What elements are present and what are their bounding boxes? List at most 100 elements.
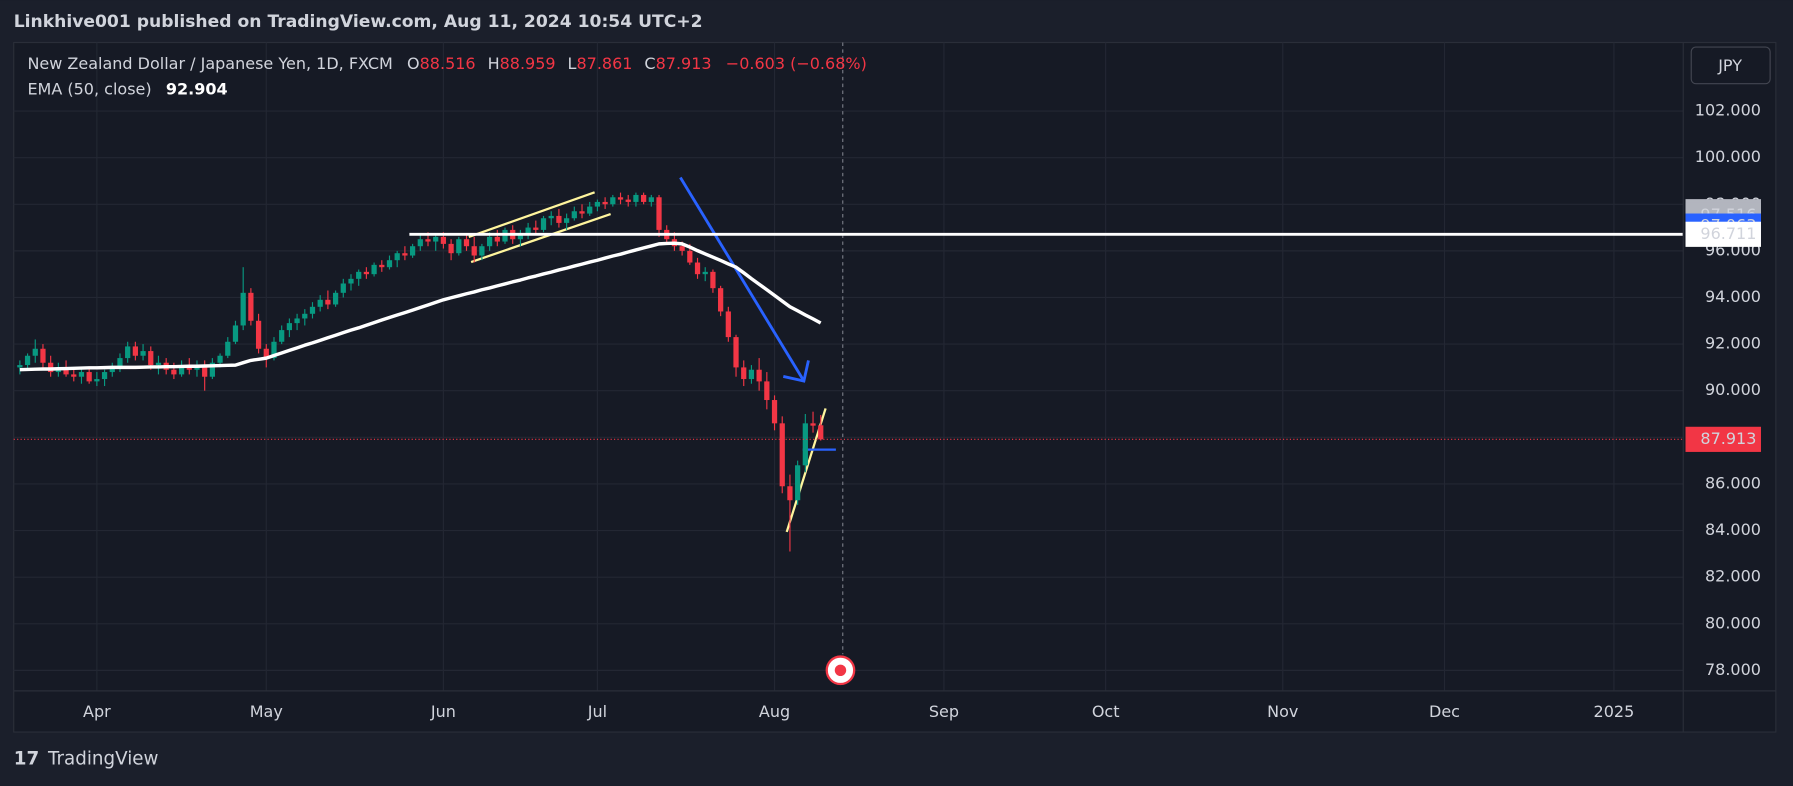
candle-body xyxy=(494,236,500,242)
candle-body xyxy=(687,250,693,263)
candle-body xyxy=(448,243,454,254)
x-tick-label: Apr xyxy=(83,702,111,721)
candle-body xyxy=(456,239,462,254)
axes: 78.00080.00082.00084.00086.00088.00090.0… xyxy=(83,101,1761,721)
candle-body xyxy=(648,197,654,202)
brand-name[interactable]: TradingView xyxy=(47,748,159,769)
legend-key: H xyxy=(488,54,500,73)
target-dot[interactable] xyxy=(834,664,847,677)
candle-body xyxy=(787,486,793,501)
candle-body xyxy=(317,299,323,307)
candle-body xyxy=(86,372,92,382)
candle-body xyxy=(140,351,146,356)
legend-value: 88.516 xyxy=(420,54,476,73)
channel-line xyxy=(470,212,611,264)
candle-body xyxy=(217,355,223,363)
candle-body xyxy=(155,362,162,366)
legend-key: L xyxy=(568,54,577,73)
candle-body xyxy=(625,199,631,202)
y-tick-label: 102.000 xyxy=(1695,101,1761,120)
candle-body xyxy=(402,253,408,256)
candle-body xyxy=(24,355,31,366)
candle-body xyxy=(587,206,593,214)
ema-line xyxy=(19,241,822,372)
currency-button[interactable]: JPY xyxy=(1690,46,1771,85)
candle-body xyxy=(332,292,339,305)
plot xyxy=(13,192,1684,552)
price-label: 96.711 xyxy=(1700,224,1756,243)
chart-panel xyxy=(13,41,1777,733)
candle-body xyxy=(371,264,377,275)
candle-body xyxy=(409,246,416,256)
candle-body xyxy=(556,215,562,223)
candle-body xyxy=(425,239,431,242)
candle-body xyxy=(63,367,69,375)
price-label-box xyxy=(1685,221,1761,247)
y-tick-label: 86.000 xyxy=(1705,473,1761,492)
candle-body xyxy=(101,372,108,380)
candle-body xyxy=(240,292,246,326)
y-tick-label: 78.000 xyxy=(1705,660,1761,679)
ema-value: 92.904 xyxy=(166,79,228,98)
candle-body xyxy=(263,348,269,359)
last-price-box xyxy=(1685,426,1761,452)
candle-body xyxy=(117,358,123,368)
x-tick-label: Aug xyxy=(759,702,790,721)
candle-body xyxy=(171,369,177,375)
candle-body xyxy=(810,423,816,426)
brand-logo[interactable]: 17 xyxy=(14,748,39,769)
candle-body xyxy=(325,299,331,305)
candle-body xyxy=(209,362,215,377)
candle-body xyxy=(771,400,778,424)
candle-body xyxy=(594,201,601,207)
button-label[interactable]: JPY xyxy=(1717,56,1742,75)
candle-body xyxy=(148,351,154,366)
candle-body xyxy=(340,283,346,293)
candle-body xyxy=(571,211,577,219)
brand[interactable]: 17 TradingView xyxy=(14,748,159,769)
candle-body xyxy=(202,365,208,377)
arrow-head xyxy=(782,360,810,383)
candle-body xyxy=(279,330,285,342)
candle-body xyxy=(248,292,254,321)
candle-body xyxy=(702,271,708,275)
trend-arrow xyxy=(679,176,806,382)
candle-body xyxy=(563,218,570,223)
symbol-title: New Zealand Dollar / Japanese Yen, 1D, F… xyxy=(27,54,392,73)
candle-body xyxy=(548,215,554,219)
candle-body xyxy=(386,260,393,268)
x-tick-label: May xyxy=(250,702,283,721)
candle-body xyxy=(356,271,362,279)
x-tick-label: Sep xyxy=(929,702,959,721)
candle-body xyxy=(463,239,470,247)
candle-body xyxy=(741,367,747,380)
candle-body xyxy=(517,234,524,240)
channel-line xyxy=(468,191,595,238)
candle-body xyxy=(610,197,616,205)
candle-body xyxy=(694,262,701,275)
ema-legend: EMA (50, close) 92.904 xyxy=(27,79,227,98)
button-frame[interactable] xyxy=(1690,46,1771,85)
candle-body xyxy=(486,236,493,247)
candle-body xyxy=(679,246,685,251)
candle-body xyxy=(271,341,277,359)
y-tick-label: 82.000 xyxy=(1705,567,1761,586)
candle-body xyxy=(394,253,400,261)
candle-body xyxy=(417,239,423,247)
header: Linkhive001 published on TradingView.com… xyxy=(14,12,703,32)
candle-body xyxy=(440,236,447,244)
legend-value: 87.861 xyxy=(576,54,632,73)
x-tick-label: Jun xyxy=(430,702,456,721)
candle-body xyxy=(748,369,755,380)
target-marker[interactable] xyxy=(825,655,856,686)
candle-body xyxy=(802,423,808,466)
candle-body xyxy=(348,278,354,284)
candle-body xyxy=(641,194,647,202)
candle-body xyxy=(40,348,46,363)
y-tick-label: 90.000 xyxy=(1705,380,1761,399)
candle-body xyxy=(132,346,138,356)
candle-body xyxy=(617,197,624,200)
candle-body xyxy=(779,423,785,487)
ema-name: EMA (50, close) xyxy=(27,79,151,98)
